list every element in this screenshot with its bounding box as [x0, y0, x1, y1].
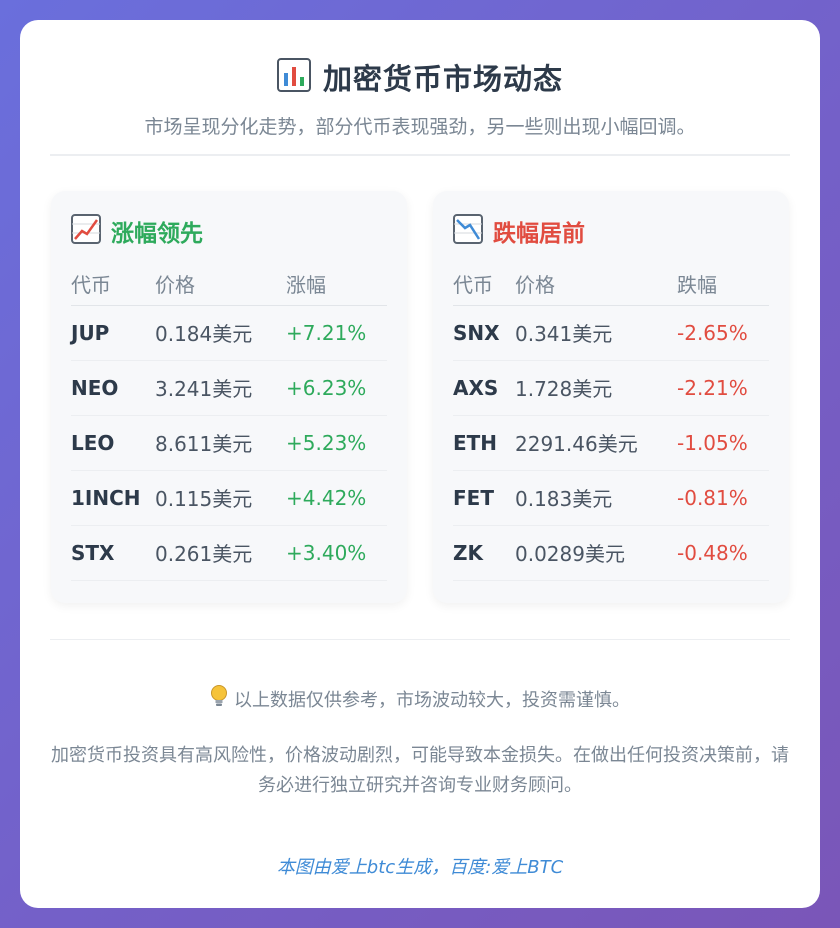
table-header-row: 代币 价格 跌幅: [453, 263, 769, 306]
token-price: 0.115美元: [155, 470, 286, 526]
column-header-token: 代币: [453, 263, 515, 306]
token-price: 2291.46美元: [515, 415, 677, 471]
gainers-table: 代币 价格 涨幅 JUP 0.184美元 +7.21% NEO 3.241美元 …: [71, 263, 387, 581]
token-change: +7.21%: [286, 305, 387, 361]
token-symbol: ETH: [453, 415, 515, 471]
footer-divider: [50, 639, 790, 640]
gainers-title: 涨幅领先: [111, 221, 203, 247]
token-symbol: FET: [453, 470, 515, 526]
table-row: FET 0.183美元 -0.81%: [453, 470, 769, 526]
table-row: STX 0.261美元 +3.40%: [71, 525, 387, 581]
token-change: +3.40%: [286, 525, 387, 581]
token-change: +6.23%: [286, 360, 387, 416]
table-header-row: 代币 价格 涨幅: [71, 263, 387, 306]
token-change: +4.42%: [286, 470, 387, 526]
column-header-change: 跌幅: [677, 263, 769, 306]
token-change: -0.48%: [677, 525, 769, 581]
token-symbol: SNX: [453, 305, 515, 361]
chart-decreasing-icon: [453, 214, 483, 248]
column-header-change: 涨幅: [286, 263, 387, 306]
header: 加密货币市场动态 市场呈现分化走势，部分代币表现强劲，另一些则出现小幅回调。: [20, 20, 820, 139]
gainers-header: 涨幅领先: [71, 213, 387, 249]
title-row: 加密货币市场动态: [20, 56, 820, 98]
token-symbol: NEO: [71, 360, 155, 416]
table-row: NEO 3.241美元 +6.23%: [71, 360, 387, 416]
table-row: ETH 2291.46美元 -1.05%: [453, 415, 769, 471]
column-header-price: 价格: [155, 263, 286, 306]
token-price: 0.261美元: [155, 525, 286, 581]
token-change: -2.65%: [677, 305, 769, 361]
risk-note-text: 以上数据仅供参考，市场波动较大，投资需谨慎。: [234, 689, 630, 711]
table-row: LEO 8.611美元 +5.23%: [71, 415, 387, 471]
losers-panel: 跌幅居前 代币 价格 跌幅 SNX 0.341美元 -2.65% AXS: [433, 191, 789, 603]
token-change: -1.05%: [677, 415, 769, 471]
token-symbol: STX: [71, 525, 155, 581]
lightbulb-icon: [210, 684, 228, 713]
table-row: AXS 1.728美元 -2.21%: [453, 360, 769, 416]
gainers-panel: 涨幅领先 代币 价格 涨幅 JUP 0.184美元 +7.21% NEO: [51, 191, 407, 603]
table-row: ZK 0.0289美元 -0.48%: [453, 525, 769, 581]
token-price: 0.341美元: [515, 305, 677, 361]
bar-chart-icon: [276, 58, 311, 96]
token-change: -0.81%: [677, 470, 769, 526]
page-title: 加密货币市场动态: [322, 62, 563, 96]
token-price: 3.241美元: [155, 360, 286, 416]
losers-title: 跌幅居前: [493, 221, 585, 247]
credit-text: 本图由爱上btc生成，百度:爱上BTC: [276, 857, 564, 878]
token-symbol: 1INCH: [71, 470, 155, 526]
chart-increasing-icon: [71, 214, 101, 248]
token-price: 8.611美元: [155, 415, 286, 471]
risk-note: 以上数据仅供参考，市场波动较大，投资需谨慎。: [20, 684, 820, 713]
column-header-token: 代币: [71, 263, 155, 306]
table-row: SNX 0.341美元 -2.65%: [453, 305, 769, 361]
token-change: -2.21%: [677, 360, 769, 416]
losers-header: 跌幅居前: [453, 213, 769, 249]
market-card: 加密货币市场动态 市场呈现分化走势，部分代币表现强劲，另一些则出现小幅回调。 涨…: [20, 20, 820, 908]
token-price: 0.183美元: [515, 470, 677, 526]
token-symbol: JUP: [71, 305, 155, 361]
token-symbol: AXS: [453, 360, 515, 416]
token-change: +5.23%: [286, 415, 387, 471]
page-subtitle: 市场呈现分化走势，部分代币表现强劲，另一些则出现小幅回调。: [144, 116, 696, 138]
footer: 以上数据仅供参考，市场波动较大，投资需谨慎。 加密货币投资具有高风险性，价格波动…: [20, 684, 820, 801]
token-symbol: ZK: [453, 525, 515, 581]
losers-table: 代币 价格 跌幅 SNX 0.341美元 -2.65% AXS 1.728美元 …: [453, 263, 769, 581]
table-row: JUP 0.184美元 +7.21%: [71, 305, 387, 361]
token-price: 1.728美元: [515, 360, 677, 416]
table-row: 1INCH 0.115美元 +4.42%: [71, 470, 387, 526]
column-header-price: 价格: [515, 263, 677, 306]
token-price: 0.0289美元: [515, 525, 677, 581]
disclaimer-text: 加密货币投资具有高风险性，价格波动剧烈，可能导致本金损失。在做出任何投资决策前，…: [51, 745, 789, 796]
token-symbol: LEO: [71, 415, 155, 471]
token-price: 0.184美元: [155, 305, 286, 361]
header-divider: [50, 154, 790, 156]
